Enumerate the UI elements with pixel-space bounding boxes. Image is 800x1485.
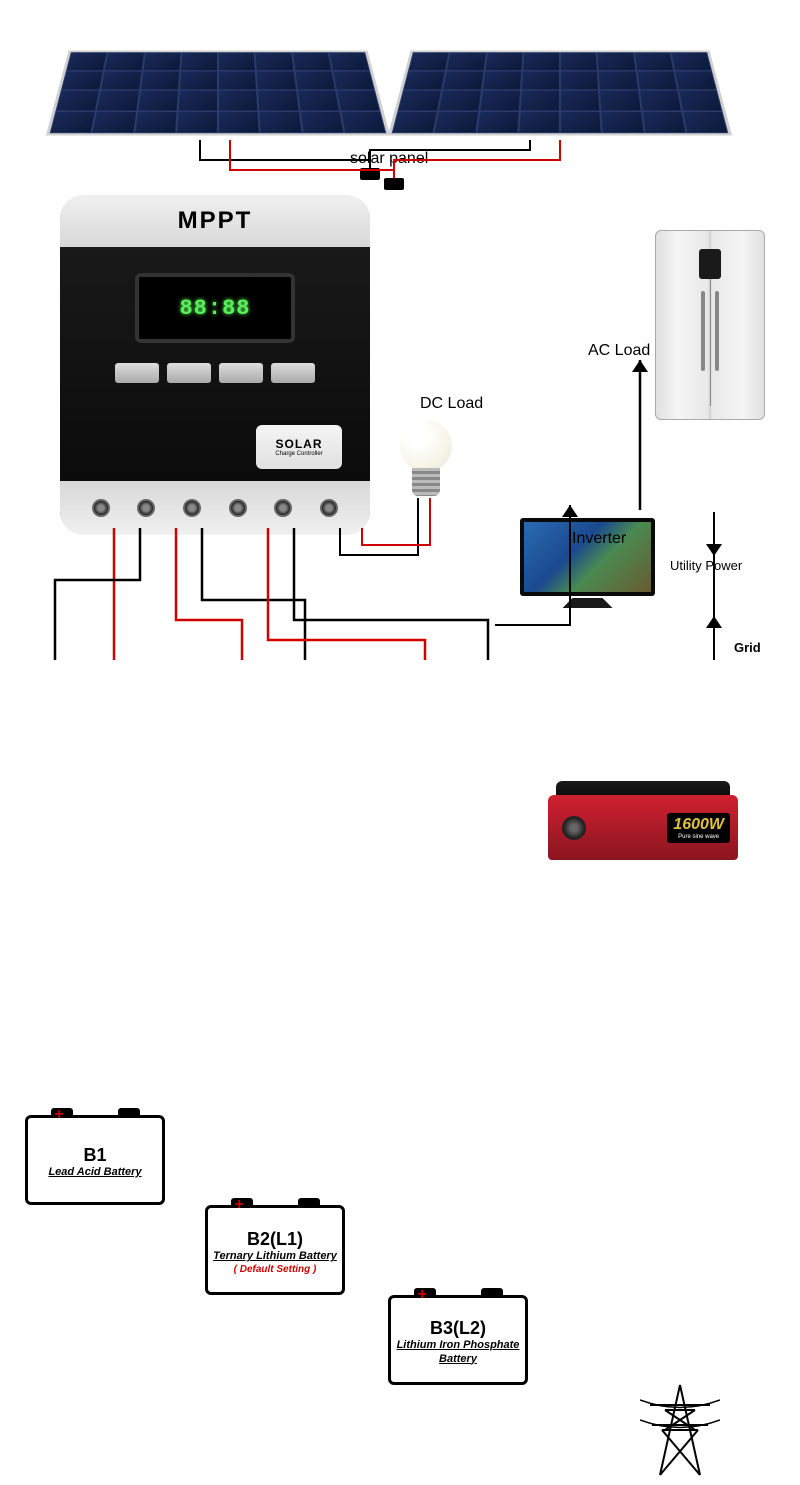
mc4-connector-icon [384,178,404,190]
ac-load-label: AC Load [588,342,650,360]
battery-b3: B3(L2) Lithium Iron Phosphate Battery [388,1295,528,1385]
controller-ports [60,481,370,535]
controller-buttons [115,363,315,383]
solar-panel-left [46,50,390,135]
inverter-label: 1600W Pure sine wave [667,813,730,843]
controller-brand: MPPT [60,195,370,247]
inverter-label-text: Inverter [572,530,626,548]
utility-power-label: Utility Power [670,558,742,573]
grid-tower-icon [640,1380,720,1480]
mppt-controller: MPPT 88:88 SOLAR Charge Controller [60,195,370,535]
solar-system-diagram: solar panel MPPT 88:88 SOLAR Charge Cont… [0,0,800,800]
bulb-icon [400,420,452,500]
grid-label: Grid [734,640,761,655]
solar-panel-label: solar panel [350,150,428,168]
solar-panel-right [388,50,732,135]
inverter: 1600W Pure sine wave [548,795,738,880]
controller-badge: SOLAR Charge Controller [256,425,342,469]
battery-b1: B1 Lead Acid Battery [25,1115,165,1205]
controller-lcd: 88:88 [135,273,295,343]
refrigerator-icon [655,230,765,420]
battery-b2: B2(L1) Ternary Lithium Battery ( Default… [205,1205,345,1295]
dc-load-label: DC Load [420,395,483,413]
mc4-connector-icon [360,168,380,180]
